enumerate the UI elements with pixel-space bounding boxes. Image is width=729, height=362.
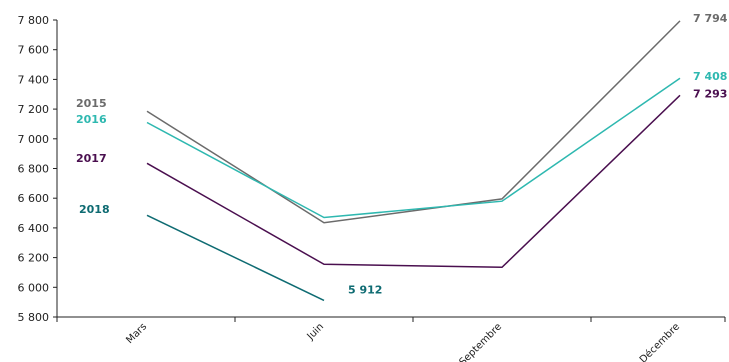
y-tick-label: 6 600 (18, 192, 50, 205)
x-ticks: Mars Juin Septembre Décembre (56, 317, 726, 362)
series-name-label: 2018 (79, 203, 110, 216)
series-end-value-label: 5 912 (348, 283, 382, 296)
series-line-2018 (146, 214, 325, 302)
y-tick-label: 7 000 (18, 133, 50, 146)
series-end-value-label: 7 293 (693, 87, 727, 100)
x-tick-label: Mars (124, 321, 149, 346)
y-tick-label: 6 800 (18, 163, 50, 176)
series-end-value-label: 7 794 (693, 12, 728, 25)
y-tick-label: 7 400 (18, 73, 50, 86)
x-tick-label: Juin (305, 321, 327, 343)
series-name-label: 2016 (76, 113, 107, 126)
series-name-label: 2017 (76, 152, 107, 165)
x-tick-label: Septembre (457, 321, 504, 362)
series-line-2015 (146, 20, 681, 224)
y-tick-label: 6 400 (18, 222, 50, 235)
series-line-2017 (146, 94, 681, 269)
series-name-label: 2015 (76, 97, 107, 110)
series-lines (146, 20, 681, 302)
y-tick-label: 7 200 (18, 103, 50, 116)
y-ticks: 5 800 6 000 6 200 6 400 6 600 6 800 7 000 7 200… (18, 14, 57, 324)
y-tick-label: 6 000 (18, 281, 50, 294)
x-tick-label: Décembre (637, 321, 682, 362)
series-line-2016 (146, 77, 681, 219)
y-tick-label: 6 200 (18, 252, 50, 265)
y-tick-label: 7 800 (18, 14, 50, 27)
y-tick-label: 7 600 (18, 44, 50, 57)
y-tick-label: 5 800 (18, 311, 50, 324)
series-labels: 2015 7 794 2016 7 408 2017 7 293 2018 5 912 (76, 12, 728, 296)
series-end-value-label: 7 408 (693, 70, 727, 83)
